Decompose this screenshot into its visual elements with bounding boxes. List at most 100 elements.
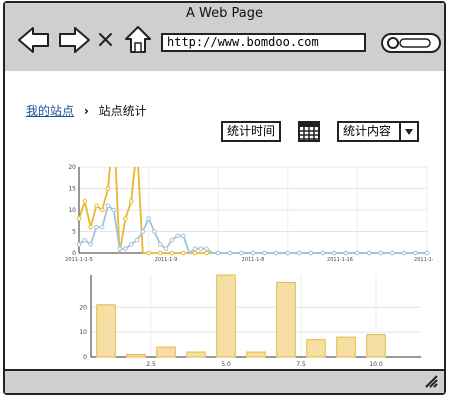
y-tick-label: 15 bbox=[68, 186, 76, 193]
bar bbox=[336, 336, 356, 358]
data-point bbox=[76, 216, 82, 221]
stat-content-dropdown[interactable]: 统计内容 bbox=[337, 121, 419, 142]
data-point bbox=[378, 250, 383, 256]
data-point bbox=[140, 229, 146, 234]
back-icon[interactable] bbox=[17, 25, 51, 55]
breadcrumb: 我的站点 › 站点统计 bbox=[26, 102, 147, 119]
stat-time-button[interactable]: 统计时间 bbox=[221, 121, 282, 142]
data-point bbox=[82, 237, 88, 243]
data-point bbox=[227, 250, 233, 256]
data-point bbox=[76, 242, 82, 247]
title-bar: A Web Page http://www.bomdoo.com bbox=[5, 3, 444, 73]
bar-chart-svg: 0 10 20 2.5 5.0 7.5 10.0 bbox=[79, 274, 421, 368]
line-chart: 0 5 10 15 20 2011-1-1-5 2011-1-9 2011-1-8 2011-1… bbox=[61, 161, 440, 265]
line-chart-svg: 0 5 10 15 20 2011-1-1-5 2011-1-9 2011-1-8 2011-1… bbox=[65, 164, 440, 263]
y-tick-label: 0 bbox=[72, 250, 76, 257]
data-point bbox=[88, 242, 93, 247]
data-point bbox=[105, 203, 111, 209]
data-point bbox=[157, 250, 163, 256]
breadcrumb-my-site-link[interactable]: 我的站点 bbox=[26, 104, 75, 118]
browser-window: A Web Page http://www.bomdoo.com 我的站点 bbox=[3, 1, 446, 395]
data-point bbox=[204, 250, 209, 256]
data-point bbox=[355, 250, 360, 256]
y-tick-label: 10 bbox=[79, 329, 87, 336]
stat-content-label: 统计内容 bbox=[343, 124, 392, 138]
chevron-right-icon: › bbox=[83, 104, 89, 118]
data-point bbox=[163, 246, 169, 251]
status-bar bbox=[5, 369, 444, 393]
data-point bbox=[285, 250, 291, 256]
search-field[interactable] bbox=[381, 33, 441, 53]
data-point bbox=[152, 229, 157, 234]
breadcrumb-current: 站点统计 bbox=[98, 104, 147, 118]
data-point bbox=[94, 203, 99, 209]
close-icon[interactable] bbox=[97, 25, 115, 55]
data-point bbox=[389, 250, 395, 256]
y-tick-label: 20 bbox=[79, 304, 87, 311]
x-tick-label: 2011-1-1-5 bbox=[65, 257, 93, 263]
bar-chart: 0 10 20 2.5 5.0 7.5 10.0 bbox=[71, 271, 425, 371]
data-point bbox=[424, 250, 430, 256]
x-tick-label: 2011-1-20 bbox=[414, 257, 433, 263]
data-point bbox=[192, 250, 198, 256]
data-point bbox=[413, 250, 418, 256]
data-point bbox=[123, 246, 128, 251]
bar bbox=[276, 281, 296, 358]
x-tick-label: 5.0 bbox=[221, 361, 231, 368]
data-point bbox=[181, 233, 186, 239]
data-point bbox=[204, 246, 209, 251]
data-point bbox=[111, 207, 117, 213]
x-tick-label: 2.5 bbox=[146, 361, 156, 368]
bar bbox=[216, 274, 236, 358]
bar bbox=[126, 354, 146, 358]
address-bar[interactable]: http://www.bomdoo.com bbox=[161, 33, 366, 52]
bar bbox=[156, 346, 176, 358]
data-point bbox=[273, 250, 279, 256]
data-point bbox=[94, 224, 99, 230]
x-tick-label: 2011-1-8 bbox=[242, 257, 265, 263]
data-point bbox=[239, 250, 244, 256]
bar bbox=[96, 304, 116, 358]
x-tick-label: 2011-1-16 bbox=[327, 257, 353, 263]
data-point bbox=[82, 199, 88, 204]
y-tick-label: 5 bbox=[72, 229, 76, 236]
data-point bbox=[169, 237, 175, 243]
chevron-down-icon bbox=[399, 123, 417, 140]
data-point bbox=[128, 199, 134, 204]
y-tick-label: 20 bbox=[68, 164, 76, 171]
data-point bbox=[175, 233, 180, 239]
data-point bbox=[343, 250, 349, 256]
data-point bbox=[123, 216, 128, 221]
data-point bbox=[401, 250, 407, 256]
data-point bbox=[308, 250, 314, 256]
data-point bbox=[146, 250, 151, 256]
data-point bbox=[128, 242, 134, 247]
bar bbox=[186, 351, 206, 358]
data-point bbox=[297, 250, 302, 256]
data-point bbox=[88, 224, 93, 230]
data-point bbox=[105, 186, 111, 191]
bar bbox=[246, 351, 266, 358]
data-point bbox=[146, 216, 151, 221]
data-point bbox=[117, 246, 122, 251]
data-point bbox=[169, 250, 175, 256]
x-tick-label: 7.5 bbox=[296, 361, 306, 368]
data-point bbox=[215, 250, 221, 256]
data-point bbox=[331, 250, 337, 256]
data-point bbox=[192, 246, 198, 251]
series-line bbox=[79, 167, 427, 254]
x-tick-label: 10.0 bbox=[369, 361, 383, 368]
x-tick-label: 2011-1-9 bbox=[155, 257, 178, 263]
forward-icon[interactable] bbox=[57, 25, 91, 55]
bar bbox=[366, 334, 386, 358]
resize-grip-icon[interactable] bbox=[424, 374, 438, 388]
data-point bbox=[99, 207, 105, 213]
window-title: A Web Page bbox=[186, 6, 263, 21]
data-point bbox=[262, 250, 267, 256]
data-point bbox=[320, 250, 325, 256]
search-icon bbox=[387, 37, 431, 49]
page-content: 我的站点 › 站点统计 统计时间 统计内容 0 5 10 15 20 2011-1-1-5… bbox=[5, 71, 444, 373]
calendar-icon[interactable] bbox=[298, 121, 320, 143]
home-icon[interactable] bbox=[123, 25, 153, 55]
y-tick-label: 0 bbox=[83, 354, 87, 361]
